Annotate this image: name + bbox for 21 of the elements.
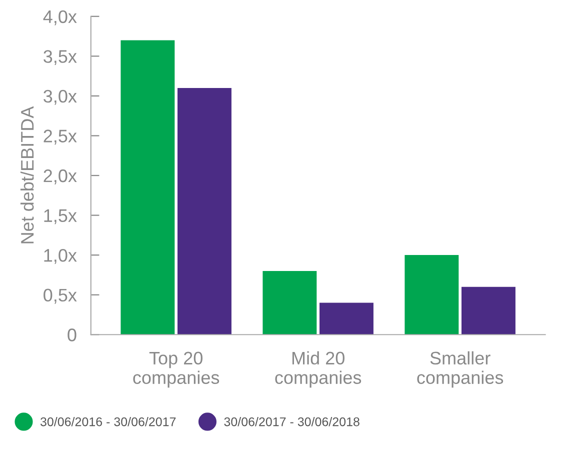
y-tick-label: 2,5x	[44, 130, 77, 145]
x-tick-label: Smaller companies	[417, 351, 504, 388]
bar	[320, 302, 374, 335]
legend-label: 30/06/2016 - 30/06/2017	[40, 417, 176, 426]
bar	[262, 270, 317, 335]
y-tick-label: 4,0x	[43, 10, 77, 26]
bar	[178, 88, 232, 335]
y-tick-label: 2,0x	[44, 169, 77, 184]
bar	[120, 40, 175, 335]
y-tick-label: 0,5x	[44, 288, 77, 304]
x-tick-label: Top 20 companies	[133, 352, 220, 388]
y-tick-label: 1,5x	[44, 209, 77, 224]
y-tick-label: 3,5x	[44, 50, 77, 66]
y-tick-label: 0	[68, 328, 76, 342]
bar	[404, 255, 459, 335]
legend-label: 30/06/2017 - 30/06/2018	[224, 417, 360, 426]
x-tick-label: Mid 20 companies	[275, 351, 362, 388]
y-tick-label: 1,0x	[44, 248, 77, 264]
y-axis-title: Net debt/EBITDA	[20, 106, 34, 244]
y-tick-label: 3,0x	[44, 90, 77, 105]
bar	[462, 286, 516, 335]
